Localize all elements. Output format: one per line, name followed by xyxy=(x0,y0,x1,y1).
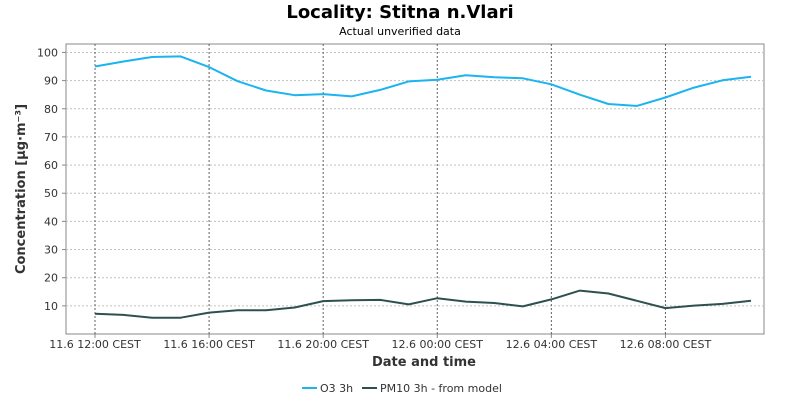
grid xyxy=(66,44,764,334)
y-tick-label: 10 xyxy=(44,300,58,313)
series-lines xyxy=(94,55,752,319)
series-line-pm10 xyxy=(94,289,752,319)
x-tick-label: 12.6 00:00 CEST xyxy=(391,338,483,351)
y-tick-label: 90 xyxy=(44,75,58,88)
plot-area xyxy=(65,43,765,335)
x-tick-label: 11.6 16:00 CEST xyxy=(163,338,255,351)
y-axis-ticks: 10 20 30 40 50 60 70 80 90 100 xyxy=(37,46,66,313)
y-axis-label: Concentration [µg·m⁻³] xyxy=(14,104,29,274)
y-tick-label: 20 xyxy=(44,272,58,285)
y-tick-label: 30 xyxy=(44,244,58,257)
x-tick-label: 11.6 12:00 CEST xyxy=(49,338,141,351)
y-tick-label: 80 xyxy=(44,103,58,116)
y-tick-label: 70 xyxy=(44,131,58,144)
y-tick-label: 40 xyxy=(44,215,58,228)
y-tick-label: 100 xyxy=(37,46,58,59)
x-axis-ticks: 11.6 12:00 CEST 11.6 16:00 CEST 11.6 20:00… xyxy=(49,334,711,351)
legend: O3 3h PM10 3h - from model xyxy=(302,382,502,395)
x-axis-label: Date and time xyxy=(372,355,476,370)
legend-label: O3 3h xyxy=(320,382,353,395)
legend-label: PM10 3h - from model xyxy=(380,382,502,395)
series-line-o3 xyxy=(94,55,752,107)
chart-title: Locality: Stitna n.Vlari xyxy=(286,2,513,23)
chart-subtitle: Actual unverified data xyxy=(339,25,461,38)
y-tick-label: 50 xyxy=(44,187,58,200)
x-tick-label: 12.6 08:00 CEST xyxy=(620,338,712,351)
y-tick-label: 60 xyxy=(44,159,58,172)
x-tick-label: 11.6 20:00 CEST xyxy=(277,338,369,351)
x-tick-label: 12.6 04:00 CEST xyxy=(506,338,598,351)
